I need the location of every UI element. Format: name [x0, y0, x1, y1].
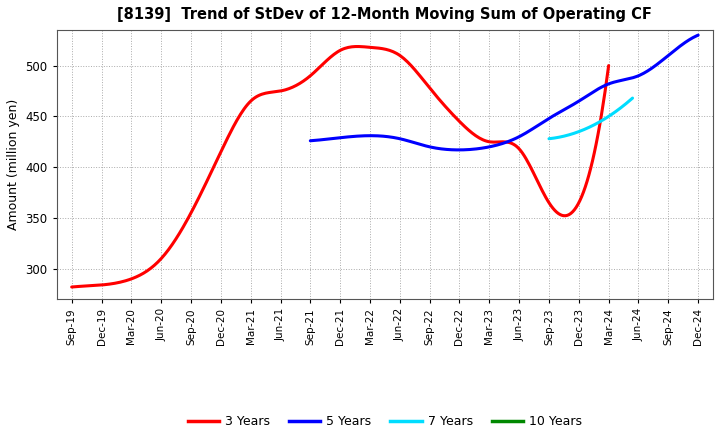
Legend: 3 Years, 5 Years, 7 Years, 10 Years: 3 Years, 5 Years, 7 Years, 10 Years — [183, 410, 588, 433]
Y-axis label: Amount (million yen): Amount (million yen) — [7, 99, 20, 230]
Title: [8139]  Trend of StDev of 12-Month Moving Sum of Operating CF: [8139] Trend of StDev of 12-Month Moving… — [117, 7, 652, 22]
